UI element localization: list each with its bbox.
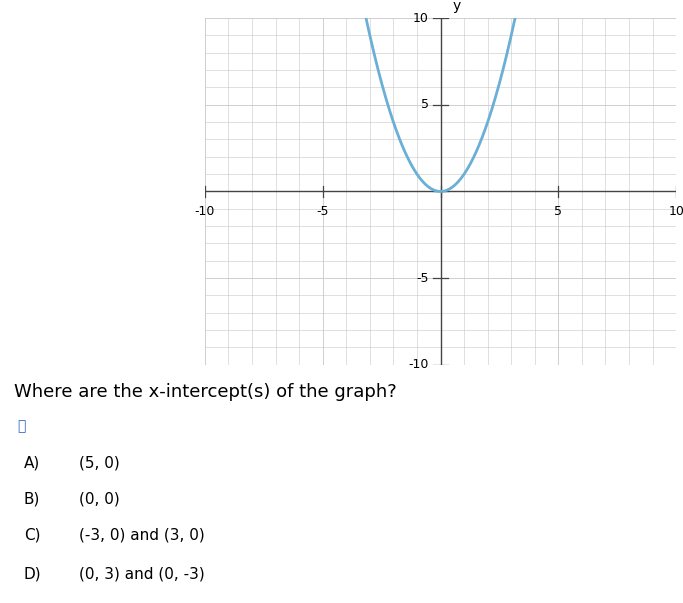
Text: D): D) xyxy=(24,567,42,582)
Text: 5: 5 xyxy=(421,98,429,112)
Text: -10: -10 xyxy=(408,358,429,371)
Text: 10: 10 xyxy=(413,11,429,25)
Text: (-3, 0) and (3, 0): (-3, 0) and (3, 0) xyxy=(79,528,204,543)
Text: (0, 3) and (0, -3): (0, 3) and (0, -3) xyxy=(79,567,204,582)
Text: Where are the x-intercept(s) of the graph?: Where are the x-intercept(s) of the grap… xyxy=(14,383,396,401)
Text: A): A) xyxy=(24,455,40,470)
Text: -5: -5 xyxy=(316,205,329,218)
Text: y: y xyxy=(452,0,460,13)
Text: C): C) xyxy=(24,528,40,543)
Text: (5, 0): (5, 0) xyxy=(79,455,120,470)
Text: -5: -5 xyxy=(416,271,429,285)
Text: -10: -10 xyxy=(195,205,215,218)
Text: 5: 5 xyxy=(555,205,562,218)
Text: (0, 0): (0, 0) xyxy=(79,491,120,507)
Text: 10: 10 xyxy=(668,205,683,218)
Text: B): B) xyxy=(24,491,40,507)
Text: 🔊: 🔊 xyxy=(17,419,25,433)
